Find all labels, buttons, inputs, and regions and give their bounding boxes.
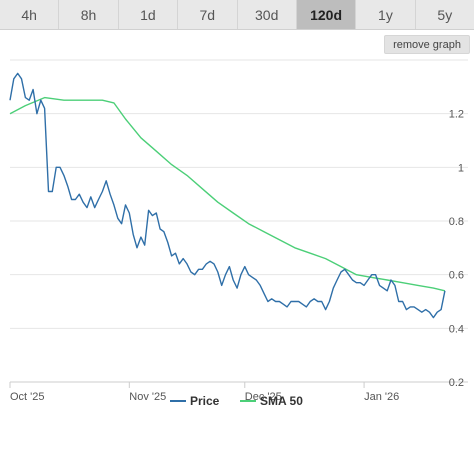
sma-series-line (9, 96, 446, 292)
y-tick-label: 1.2 (449, 109, 464, 121)
legend-item-sma-label: SMA 50 (260, 394, 303, 408)
y-tick-label: 0.2 (449, 377, 464, 389)
time-range-tabs: 4h 8h 1d 7d 30d 120d 1y 5y (0, 0, 474, 30)
y-tick-label: 0.4 (449, 323, 464, 335)
tab-8h[interactable]: 8h (59, 0, 119, 29)
tab-1y[interactable]: 1y (356, 0, 416, 29)
tab-4h[interactable]: 4h (0, 0, 60, 29)
remove-graph-button[interactable]: remove graph (384, 35, 470, 54)
tab-7d[interactable]: 7d (178, 0, 238, 29)
tab-5y[interactable]: 5y (437, 6, 453, 23)
tab-30d[interactable]: 30d (238, 0, 297, 29)
x-tick-label: Oct '25 (10, 391, 45, 403)
tab-120d[interactable]: 120d (296, 0, 357, 29)
y-tick-label: 0.8 (449, 216, 464, 228)
y-tick-label: 0.6 (449, 270, 464, 282)
legend-item-price-label: Price (190, 394, 220, 408)
x-tick-label: Nov '25 (129, 391, 166, 403)
tab-1d[interactable]: 1d (119, 0, 179, 29)
y-tick-label: 1 (458, 162, 464, 174)
x-tick-label: Jan '26 (364, 391, 399, 403)
price-series-line (9, 72, 446, 319)
